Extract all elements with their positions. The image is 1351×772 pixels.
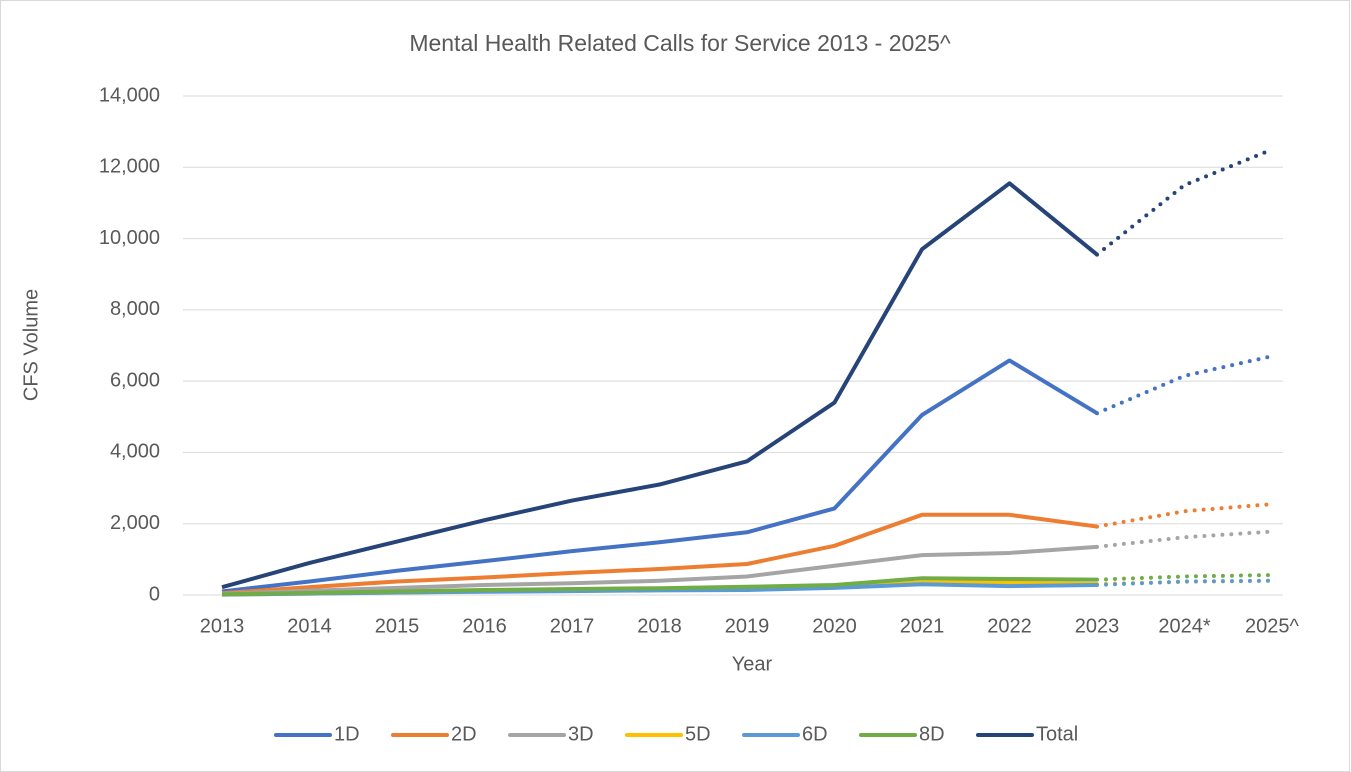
legend-label: Total bbox=[1036, 723, 1078, 745]
y-tick-label: 12,000 bbox=[99, 156, 160, 178]
series-line bbox=[221, 512, 1098, 596]
x-tick-label: 2021 bbox=[900, 615, 945, 637]
series-line bbox=[221, 576, 1098, 597]
series-line bbox=[221, 181, 1099, 590]
legend-label: 2D bbox=[451, 723, 477, 745]
x-tick-label: 2023 bbox=[1075, 615, 1120, 637]
x-tick-label: 2013 bbox=[200, 615, 245, 637]
legend-label: 8D bbox=[919, 723, 945, 745]
series-line-projected bbox=[1095, 502, 1274, 529]
legend-label: 6D bbox=[802, 723, 828, 745]
x-tick-label: 2019 bbox=[725, 615, 770, 637]
x-tick-label: 2015 bbox=[375, 615, 420, 637]
y-tick-label: 6,000 bbox=[110, 369, 160, 391]
x-tick-label: 2016 bbox=[462, 615, 507, 637]
y-tick-label: 0 bbox=[149, 583, 160, 605]
x-tick-label: 2020 bbox=[812, 615, 857, 637]
legend-label: 3D bbox=[568, 723, 594, 745]
legend-label: 1D bbox=[334, 723, 360, 745]
series-line-projected bbox=[1095, 354, 1274, 416]
x-tick-label: 2025^ bbox=[1245, 615, 1299, 637]
series-line-projected bbox=[1095, 573, 1274, 582]
series-line-projected bbox=[1095, 147, 1274, 257]
y-axis-label: CFS Volume bbox=[20, 289, 42, 401]
chart-title: Mental Health Related Calls for Service … bbox=[409, 30, 951, 56]
x-tick-label: 2022 bbox=[987, 615, 1032, 637]
series-line bbox=[221, 544, 1098, 596]
y-tick-label: 14,000 bbox=[99, 84, 160, 106]
y-tick-label: 4,000 bbox=[110, 441, 160, 463]
x-tick-label: 2024* bbox=[1158, 615, 1210, 637]
series-line bbox=[221, 358, 1099, 594]
x-tick-label: 2014 bbox=[287, 615, 332, 637]
y-tick-label: 10,000 bbox=[99, 227, 160, 249]
x-tick-label: 2018 bbox=[637, 615, 682, 637]
x-tick-label: 2017 bbox=[550, 615, 595, 637]
y-tick-label: 8,000 bbox=[110, 298, 160, 320]
x-axis-label: Year bbox=[732, 653, 773, 675]
y-tick-label: 2,000 bbox=[110, 512, 160, 534]
legend-label: 5D bbox=[685, 723, 711, 745]
series-line-projected bbox=[1095, 578, 1274, 588]
series-line-projected bbox=[1095, 529, 1274, 549]
